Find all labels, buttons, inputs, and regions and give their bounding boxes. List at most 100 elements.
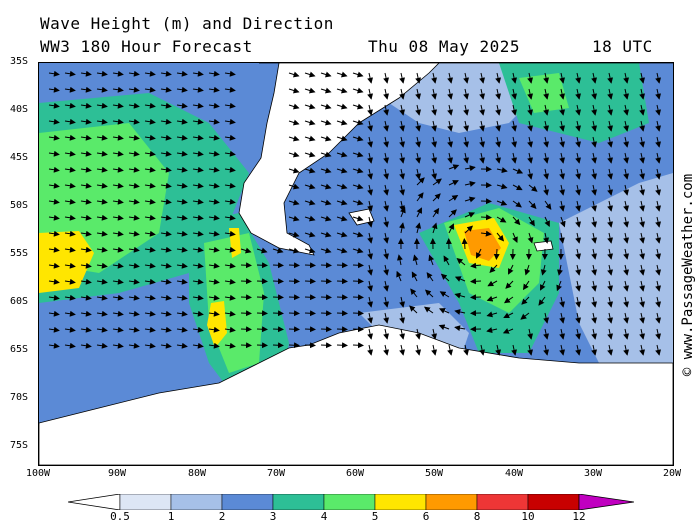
- direction-arrow: [479, 136, 486, 148]
- direction-arrow: [540, 280, 546, 291]
- direction-arrow: [304, 231, 316, 238]
- direction-arrow: [112, 294, 124, 301]
- direction-arrow: [559, 152, 566, 164]
- direction-arrow: [224, 198, 236, 205]
- direction-arrow: [428, 254, 435, 266]
- direction-arrow: [320, 215, 332, 222]
- direction-arrow: [64, 310, 76, 317]
- direction-arrow: [176, 198, 188, 205]
- direction-arrow: [607, 168, 614, 180]
- direction-arrow: [623, 216, 630, 228]
- direction-arrow: [448, 180, 459, 186]
- direction-arrow: [367, 312, 374, 324]
- direction-arrow: [112, 86, 124, 93]
- direction-arrow: [367, 200, 374, 212]
- direction-arrow: [399, 328, 406, 340]
- direction-arrow: [336, 247, 348, 254]
- direction-arrow: [224, 294, 236, 301]
- direction-arrow: [192, 166, 204, 173]
- direction-arrow: [304, 71, 316, 78]
- direction-arrow: [399, 72, 406, 84]
- direction-arrow: [144, 246, 156, 253]
- direction-arrow: [591, 248, 598, 260]
- direction-arrow: [496, 199, 508, 206]
- direction-arrow: [272, 310, 284, 317]
- lon-label-80w: 80W: [187, 468, 207, 479]
- direction-arrow: [639, 248, 646, 260]
- direction-arrow: [383, 136, 390, 148]
- direction-arrow: [288, 231, 300, 238]
- direction-arrow: [144, 182, 156, 189]
- lat-label-40s: 40S: [10, 104, 29, 115]
- direction-arrow: [256, 310, 268, 317]
- direction-arrow: [96, 230, 108, 237]
- direction-arrow: [512, 200, 522, 208]
- direction-arrow: [639, 168, 646, 180]
- direction-arrow: [192, 310, 204, 317]
- direction-arrow: [591, 280, 598, 292]
- direction-arrow: [415, 88, 422, 100]
- direction-arrow: [160, 166, 172, 173]
- direction-arrow: [559, 120, 566, 132]
- direction-arrow: [496, 167, 508, 174]
- direction-arrow: [655, 216, 662, 228]
- direction-arrow: [412, 254, 419, 266]
- direction-arrow: [144, 150, 156, 157]
- forecast-time: 18 UTC: [592, 37, 653, 56]
- direction-arrow: [383, 200, 390, 212]
- direction-arrow: [416, 177, 425, 186]
- direction-arrow: [607, 200, 614, 212]
- direction-arrow: [320, 262, 332, 269]
- direction-arrow: [521, 296, 530, 305]
- direction-arrow: [447, 344, 454, 356]
- direction-arrow: [639, 120, 646, 132]
- direction-arrow: [367, 72, 374, 84]
- direction-arrow: [160, 214, 172, 221]
- direction-arrow: [208, 246, 220, 253]
- direction-arrow: [480, 230, 492, 237]
- direction-arrow: [208, 326, 220, 333]
- direction-arrow: [383, 312, 390, 324]
- direction-arrow: [336, 215, 348, 222]
- direction-arrow: [399, 312, 406, 324]
- direction-arrow: [112, 214, 124, 221]
- direction-arrow: [383, 184, 390, 196]
- direction-arrow: [176, 86, 188, 93]
- direction-arrow: [447, 152, 454, 164]
- legend-label-5: 5: [371, 510, 379, 523]
- direction-arrow: [96, 246, 108, 253]
- direction-arrow: [479, 152, 486, 164]
- direction-arrow: [431, 152, 438, 164]
- direction-arrow: [176, 118, 188, 125]
- direction-arrow: [575, 312, 582, 324]
- direction-arrow: [320, 342, 332, 349]
- direction-arrow: [112, 342, 124, 349]
- direction-arrow: [288, 183, 300, 190]
- direction-arrow: [623, 72, 630, 84]
- direction-arrow: [454, 276, 466, 282]
- direction-arrow: [397, 254, 403, 266]
- direction-arrow: [112, 278, 124, 285]
- direction-arrow: [224, 262, 236, 269]
- direction-arrow: [367, 88, 374, 100]
- direction-arrow: [224, 214, 236, 221]
- direction-arrow: [476, 248, 482, 259]
- direction-arrow: [558, 232, 565, 244]
- legend-label-6: 6: [422, 510, 430, 523]
- direction-arrow: [463, 120, 470, 132]
- wave-field: [39, 63, 673, 465]
- direction-arrow: [544, 200, 552, 210]
- direction-arrow: [208, 150, 220, 157]
- direction-arrow: [128, 102, 140, 109]
- direction-arrow: [112, 102, 124, 109]
- direction-arrow: [423, 306, 434, 314]
- direction-arrow: [527, 136, 534, 148]
- direction-arrow: [495, 152, 502, 164]
- direction-arrow: [288, 278, 300, 285]
- direction-arrow: [367, 136, 374, 148]
- direction-arrow: [288, 119, 300, 126]
- direction-arrow: [479, 344, 486, 356]
- direction-arrow: [144, 86, 156, 93]
- direction-arrow: [495, 72, 502, 84]
- direction-arrow: [543, 120, 550, 132]
